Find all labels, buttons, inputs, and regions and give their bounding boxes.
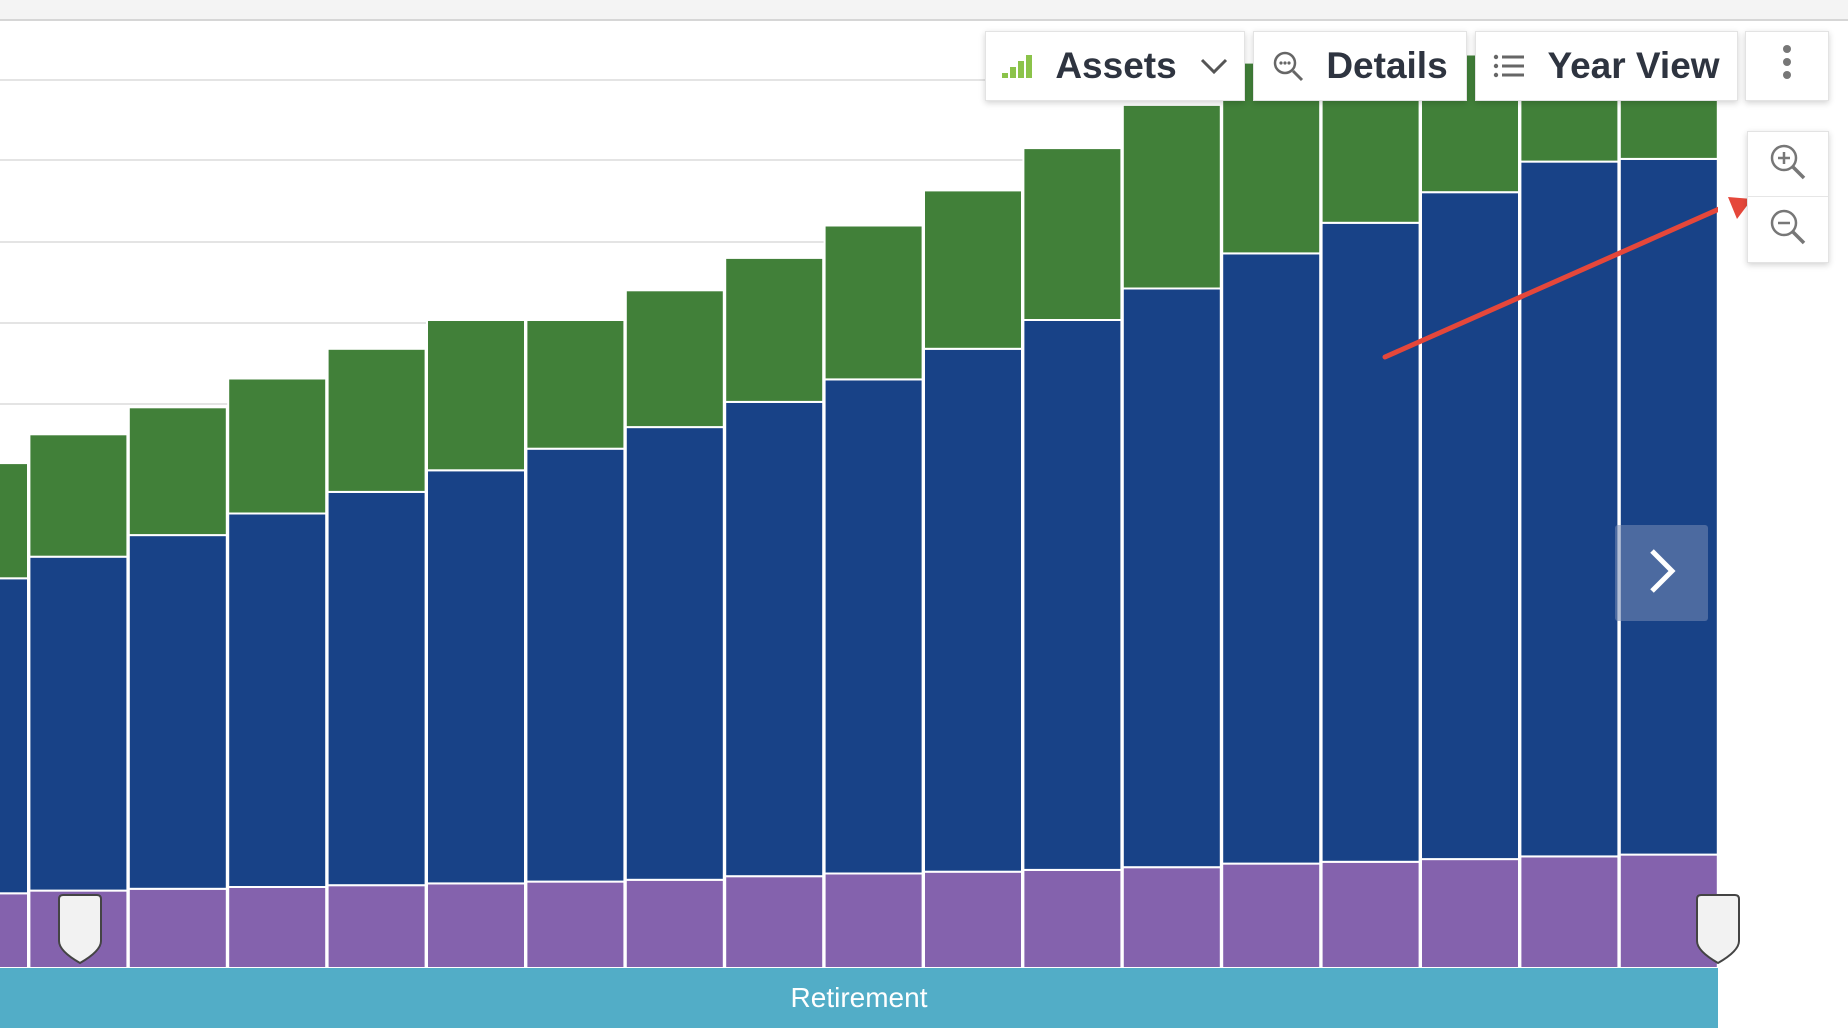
bar-segment-s2-b10[interactable] xyxy=(923,189,1023,350)
year-view-label: Year View xyxy=(1547,45,1720,86)
bar-segment-s1-b12[interactable] xyxy=(1121,287,1222,869)
bar-segment-s2-b7[interactable] xyxy=(624,289,725,429)
zoom-out-button[interactable] xyxy=(1748,197,1828,261)
chevron-down-icon xyxy=(1199,56,1229,76)
bar-segment-s0-b7[interactable] xyxy=(624,878,725,968)
magnifier-dots-icon xyxy=(1272,50,1304,82)
assets-label: Assets xyxy=(1055,45,1177,86)
bar-segment-s1-b3[interactable] xyxy=(227,512,328,888)
bar-chart-icon xyxy=(1001,53,1033,79)
annotation-arrow xyxy=(1382,206,1718,360)
bar-segment-s0-b0[interactable] xyxy=(0,892,29,968)
bar-segment-s1-b6[interactable] xyxy=(525,447,626,883)
phase-band-label: Retirement xyxy=(790,982,928,1013)
bar-segment-s0-b13[interactable] xyxy=(1221,862,1322,968)
chevron-right-icon xyxy=(1646,547,1678,600)
bar-segment-s0-b8[interactable] xyxy=(724,875,825,968)
bar-segment-s2-b0[interactable] xyxy=(0,462,29,580)
zoom-controls xyxy=(1747,131,1829,263)
bar-segment-s2-b12[interactable] xyxy=(1121,103,1222,290)
bar-segment-s2-b6[interactable] xyxy=(525,319,626,450)
bar-segment-s1-b5[interactable] xyxy=(426,469,526,885)
bar-segment-s0-b14[interactable] xyxy=(1320,860,1421,968)
bar-segment-s1-b16[interactable] xyxy=(1519,160,1620,858)
zoom-in-button[interactable] xyxy=(1748,132,1828,197)
bar-segment-s1-b2[interactable] xyxy=(127,534,228,890)
bar-segment-s0-b2[interactable] xyxy=(127,887,228,968)
retirement-phase-band: Retirement xyxy=(0,968,1718,1028)
bar-segment-s1-b17[interactable] xyxy=(1618,157,1718,856)
bar-segment-s2-b8[interactable] xyxy=(724,256,825,403)
bar-segment-s0-b6[interactable] xyxy=(525,880,626,968)
bar-segment-s2-b11[interactable] xyxy=(1022,147,1123,321)
details-label: Details xyxy=(1326,45,1448,86)
bar-segment-s1-b9[interactable] xyxy=(823,378,924,875)
year-view-button[interactable]: Year View xyxy=(1475,31,1738,101)
annotation-arrow-head xyxy=(1728,197,1752,219)
stacked-bar-chart xyxy=(0,40,1718,969)
bars xyxy=(0,40,1718,969)
next-page-button[interactable] xyxy=(1615,525,1708,621)
list-icon xyxy=(1493,53,1525,79)
bar-segment-s1-b10[interactable] xyxy=(923,347,1023,873)
bar-segment-s0-b3[interactable] xyxy=(227,886,328,968)
bar-segment-s2-b4[interactable] xyxy=(326,347,427,493)
bar-segment-s0-b5[interactable] xyxy=(426,882,526,968)
bar-segment-s0-b9[interactable] xyxy=(823,872,924,969)
bar-segment-s2-b3[interactable] xyxy=(227,377,328,515)
bar-segment-s0-b11[interactable] xyxy=(1022,868,1123,968)
bar-segment-s0-b15[interactable] xyxy=(1420,858,1520,968)
bar-segment-s1-b14[interactable] xyxy=(1320,221,1421,863)
assets-dropdown-button[interactable]: Assets xyxy=(985,31,1245,101)
bar-segment-s1-b15[interactable] xyxy=(1420,191,1520,861)
bar-segment-s0-b10[interactable] xyxy=(923,870,1023,968)
bar-segment-s0-b16[interactable] xyxy=(1519,855,1620,968)
top-strip xyxy=(0,0,1848,21)
range-handle-left[interactable] xyxy=(55,893,105,965)
bar-segment-s1-b1[interactable] xyxy=(28,555,129,892)
range-handle-right[interactable] xyxy=(1693,893,1743,965)
bar-segment-s1-b7[interactable] xyxy=(624,426,725,881)
more-options-button[interactable] xyxy=(1745,31,1829,101)
bar-segment-s1-b11[interactable] xyxy=(1022,319,1123,871)
bar-segment-s1-b4[interactable] xyxy=(326,490,427,887)
vertical-ellipsis-icon xyxy=(1781,44,1793,89)
bar-segment-s2-b2[interactable] xyxy=(127,406,228,537)
bar-segment-s1-b13[interactable] xyxy=(1221,252,1322,865)
bar-segment-s2-b9[interactable] xyxy=(823,224,924,381)
zoom-out-icon xyxy=(1769,208,1807,251)
bar-segment-s1-b0[interactable] xyxy=(0,577,29,895)
bar-segment-s2-b5[interactable] xyxy=(426,319,526,472)
bar-segment-s0-b12[interactable] xyxy=(1121,866,1222,968)
bar-segment-s2-b1[interactable] xyxy=(28,433,129,558)
details-button[interactable]: Details xyxy=(1253,31,1467,101)
bar-segment-s1-b8[interactable] xyxy=(724,400,825,878)
bar-segment-s0-b4[interactable] xyxy=(326,884,427,968)
zoom-in-icon xyxy=(1769,143,1807,186)
